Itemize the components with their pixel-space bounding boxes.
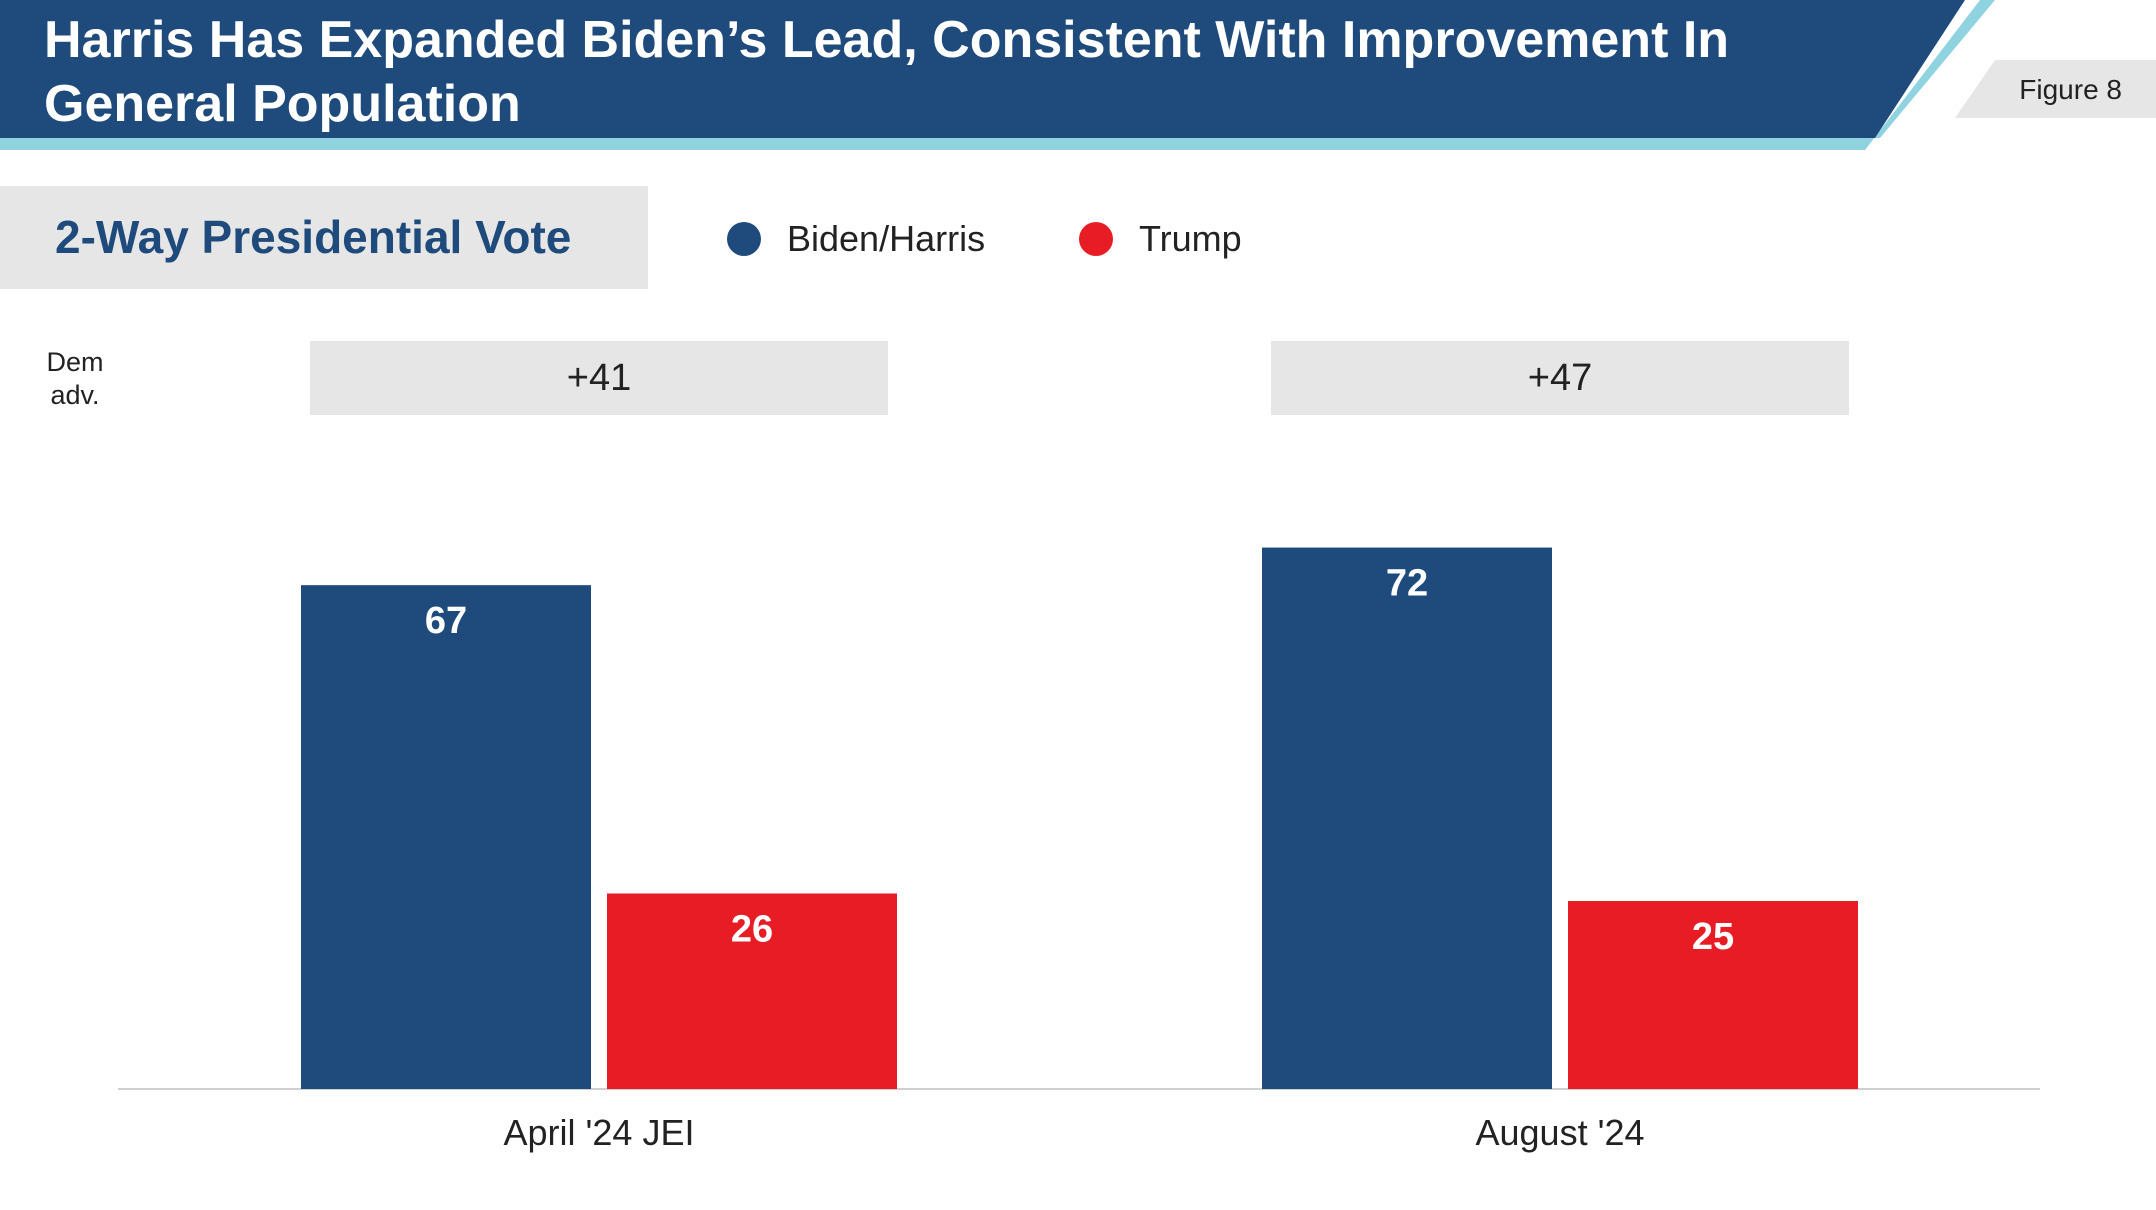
data-label-trump-april-24-jei: 26	[731, 908, 773, 950]
data-label-biden-harris-april-24-jei: 67	[425, 600, 467, 642]
chart-title-box: 2-Way Presidential Vote	[0, 186, 648, 289]
x-tick-label-august-24: August '24	[1476, 1112, 1645, 1153]
header-banner	[0, 0, 2156, 150]
data-label-trump-august-24: 25	[1692, 916, 1734, 958]
chart-title: 2-Way Presidential Vote	[55, 211, 572, 263]
legend-dot-trump	[1079, 222, 1113, 256]
x-tick-label-april-24-jei: April '24 JEI	[504, 1112, 695, 1153]
dem-adv-label: Dem adv.	[46, 347, 104, 410]
dem-adv-box-august: +47	[1271, 341, 1849, 415]
dem-adv-box-april: +41	[310, 341, 888, 415]
legend-dot-biden-harris	[727, 222, 761, 256]
page-title: Harris Has Expanded Biden’s Lead, Consis…	[44, 11, 1730, 133]
bar-biden-harris-april-24-jei	[301, 585, 591, 1089]
bar-trump-august-24	[1568, 901, 1858, 1089]
data-label-biden-harris-august-24: 72	[1386, 563, 1428, 605]
figure-label: Figure 8	[2019, 74, 2122, 105]
figure-tag-background	[1955, 60, 2156, 118]
bar-trump-april-24-jei	[607, 893, 897, 1089]
bar-biden-harris-august-24	[1262, 547, 1552, 1089]
banner-background	[0, 0, 1965, 138]
legend-label-trump: Trump	[1139, 218, 1242, 259]
legend-label-biden-harris: Biden/Harris	[787, 218, 986, 259]
